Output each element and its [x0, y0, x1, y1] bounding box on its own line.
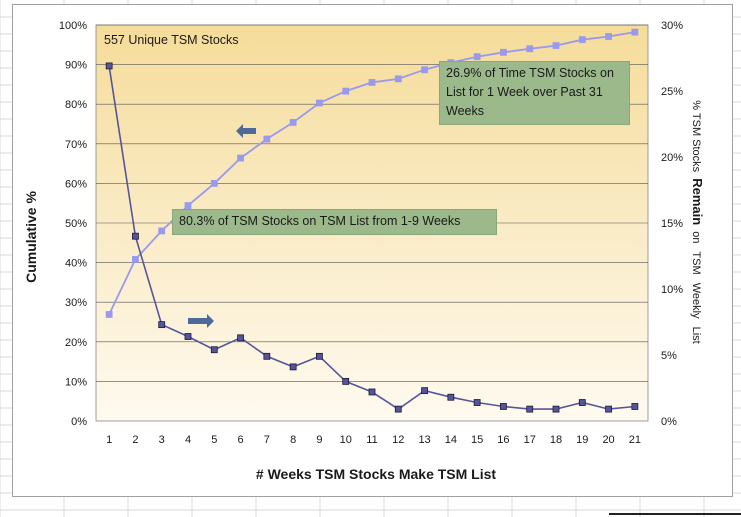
series-2-point — [631, 403, 639, 410]
series-2-point — [158, 321, 166, 329]
series-1-point — [631, 28, 639, 36]
y-label-right-part-3: on — [690, 231, 702, 243]
y-label-right-part-4: TSM — [690, 251, 702, 274]
x-tick-label: 16 — [497, 434, 509, 446]
y-axis-label-right: % TSM Stocks Remain on TSM Weekly List — [690, 100, 705, 344]
series-1-point — [132, 256, 139, 263]
series-2-point — [289, 363, 297, 371]
y-right-tick-label: 0% — [661, 416, 677, 428]
y-left-tick-label: 20% — [65, 337, 87, 349]
y-right-tick-label: 25% — [661, 86, 683, 98]
annotation-one-to-nine-weeks: 80.3% of TSM Stocks on TSM List from 1-9… — [172, 209, 497, 235]
y-label-right-part-5: Weekly — [690, 283, 702, 319]
y-left-tick-label: 90% — [65, 60, 87, 72]
x-axis-label: # Weeks TSM Stocks Make TSM List — [256, 466, 496, 482]
y-label-right-part-2: Remain — [690, 178, 705, 225]
series-2-point — [500, 403, 507, 410]
series-2-point — [578, 399, 586, 406]
series-1-point — [263, 135, 271, 143]
series-1-point — [473, 53, 481, 61]
series-1-point — [394, 75, 402, 83]
series-1-point — [578, 36, 586, 44]
series-2-point — [105, 62, 113, 70]
series-2-point — [237, 334, 244, 342]
series-2-point — [526, 405, 534, 413]
series-1-point — [552, 42, 560, 49]
x-tick-label: 18 — [550, 434, 562, 446]
x-tick-label: 21 — [629, 434, 641, 446]
series-1-point — [210, 179, 218, 187]
y-label-right-part-6: List — [690, 327, 702, 344]
series-2-point — [210, 346, 218, 354]
y-right-tick-label: 5% — [661, 350, 677, 362]
series-1-point — [368, 79, 376, 86]
x-tick-label: 7 — [264, 434, 270, 446]
x-tick-label: 3 — [159, 434, 165, 446]
x-tick-label: 17 — [524, 434, 536, 446]
x-tick-label: 20 — [602, 434, 614, 446]
y-right-tick-label: 20% — [661, 152, 683, 164]
x-tick-label: 11 — [366, 434, 377, 446]
series-2-point — [421, 387, 428, 395]
x-tick-label: 13 — [418, 434, 430, 446]
y-left-tick-label: 0% — [71, 416, 87, 428]
x-tick-label: 2 — [132, 434, 138, 446]
y-left-tick-label: 50% — [65, 218, 87, 230]
series-1-point — [526, 45, 534, 53]
series-1-point — [316, 99, 323, 107]
y-right-tick-label: 15% — [661, 218, 683, 230]
x-tick-label: 15 — [471, 434, 483, 446]
series-1-point — [289, 119, 297, 126]
x-tick-label: 10 — [340, 434, 352, 446]
y-left-tick-label: 40% — [65, 258, 87, 270]
series-2-point — [368, 388, 376, 396]
series-1-point — [184, 202, 192, 209]
series-2-point — [552, 405, 560, 413]
series-2-point — [605, 405, 612, 413]
series-1-point — [342, 87, 350, 95]
x-tick-label: 1 — [106, 434, 112, 446]
x-tick-label: 5 — [211, 434, 217, 446]
series-2-point — [184, 333, 192, 340]
inset-label: 557 Unique TSM Stocks — [104, 33, 239, 47]
x-tick-label: 12 — [392, 434, 404, 446]
series-2-point — [342, 377, 350, 385]
x-tick-label: 14 — [445, 434, 457, 446]
x-tick-label: 6 — [238, 434, 244, 446]
x-tick-label: 4 — [185, 434, 191, 446]
series-1-point — [500, 48, 507, 56]
y-right-tick-label: 30% — [661, 20, 683, 32]
series-1-point — [421, 66, 428, 74]
series-2-point — [263, 352, 271, 360]
x-tick-label: 19 — [576, 434, 588, 446]
y-left-tick-label: 10% — [65, 376, 87, 388]
y-left-tick-label: 80% — [65, 99, 87, 111]
series-2-point — [394, 405, 402, 413]
series-2-point — [473, 399, 481, 406]
series-1-point — [605, 33, 612, 40]
arrow-right-icon — [188, 314, 214, 328]
series-2-point — [316, 352, 323, 360]
x-tick-label: 9 — [316, 434, 322, 446]
y-label-right-part-1: % TSM Stocks — [690, 100, 702, 172]
y-left-tick-label: 30% — [65, 297, 87, 309]
x-tick-label: 8 — [290, 434, 296, 446]
arrow-left-icon — [236, 124, 256, 138]
series-2-point — [447, 393, 455, 401]
series-1-point — [158, 227, 166, 235]
series-1-point — [105, 311, 113, 318]
annotation-one-week: 26.9% of Time TSM Stocks on List for 1 W… — [439, 61, 630, 125]
y-right-tick-label: 10% — [661, 284, 683, 296]
series-1-point — [237, 154, 244, 162]
y-axis-label-left: Cumulative % — [23, 191, 39, 283]
y-left-tick-label: 70% — [65, 139, 87, 151]
series-2-point — [132, 232, 139, 240]
y-left-tick-label: 100% — [59, 20, 87, 32]
y-left-tick-label: 60% — [65, 178, 87, 190]
